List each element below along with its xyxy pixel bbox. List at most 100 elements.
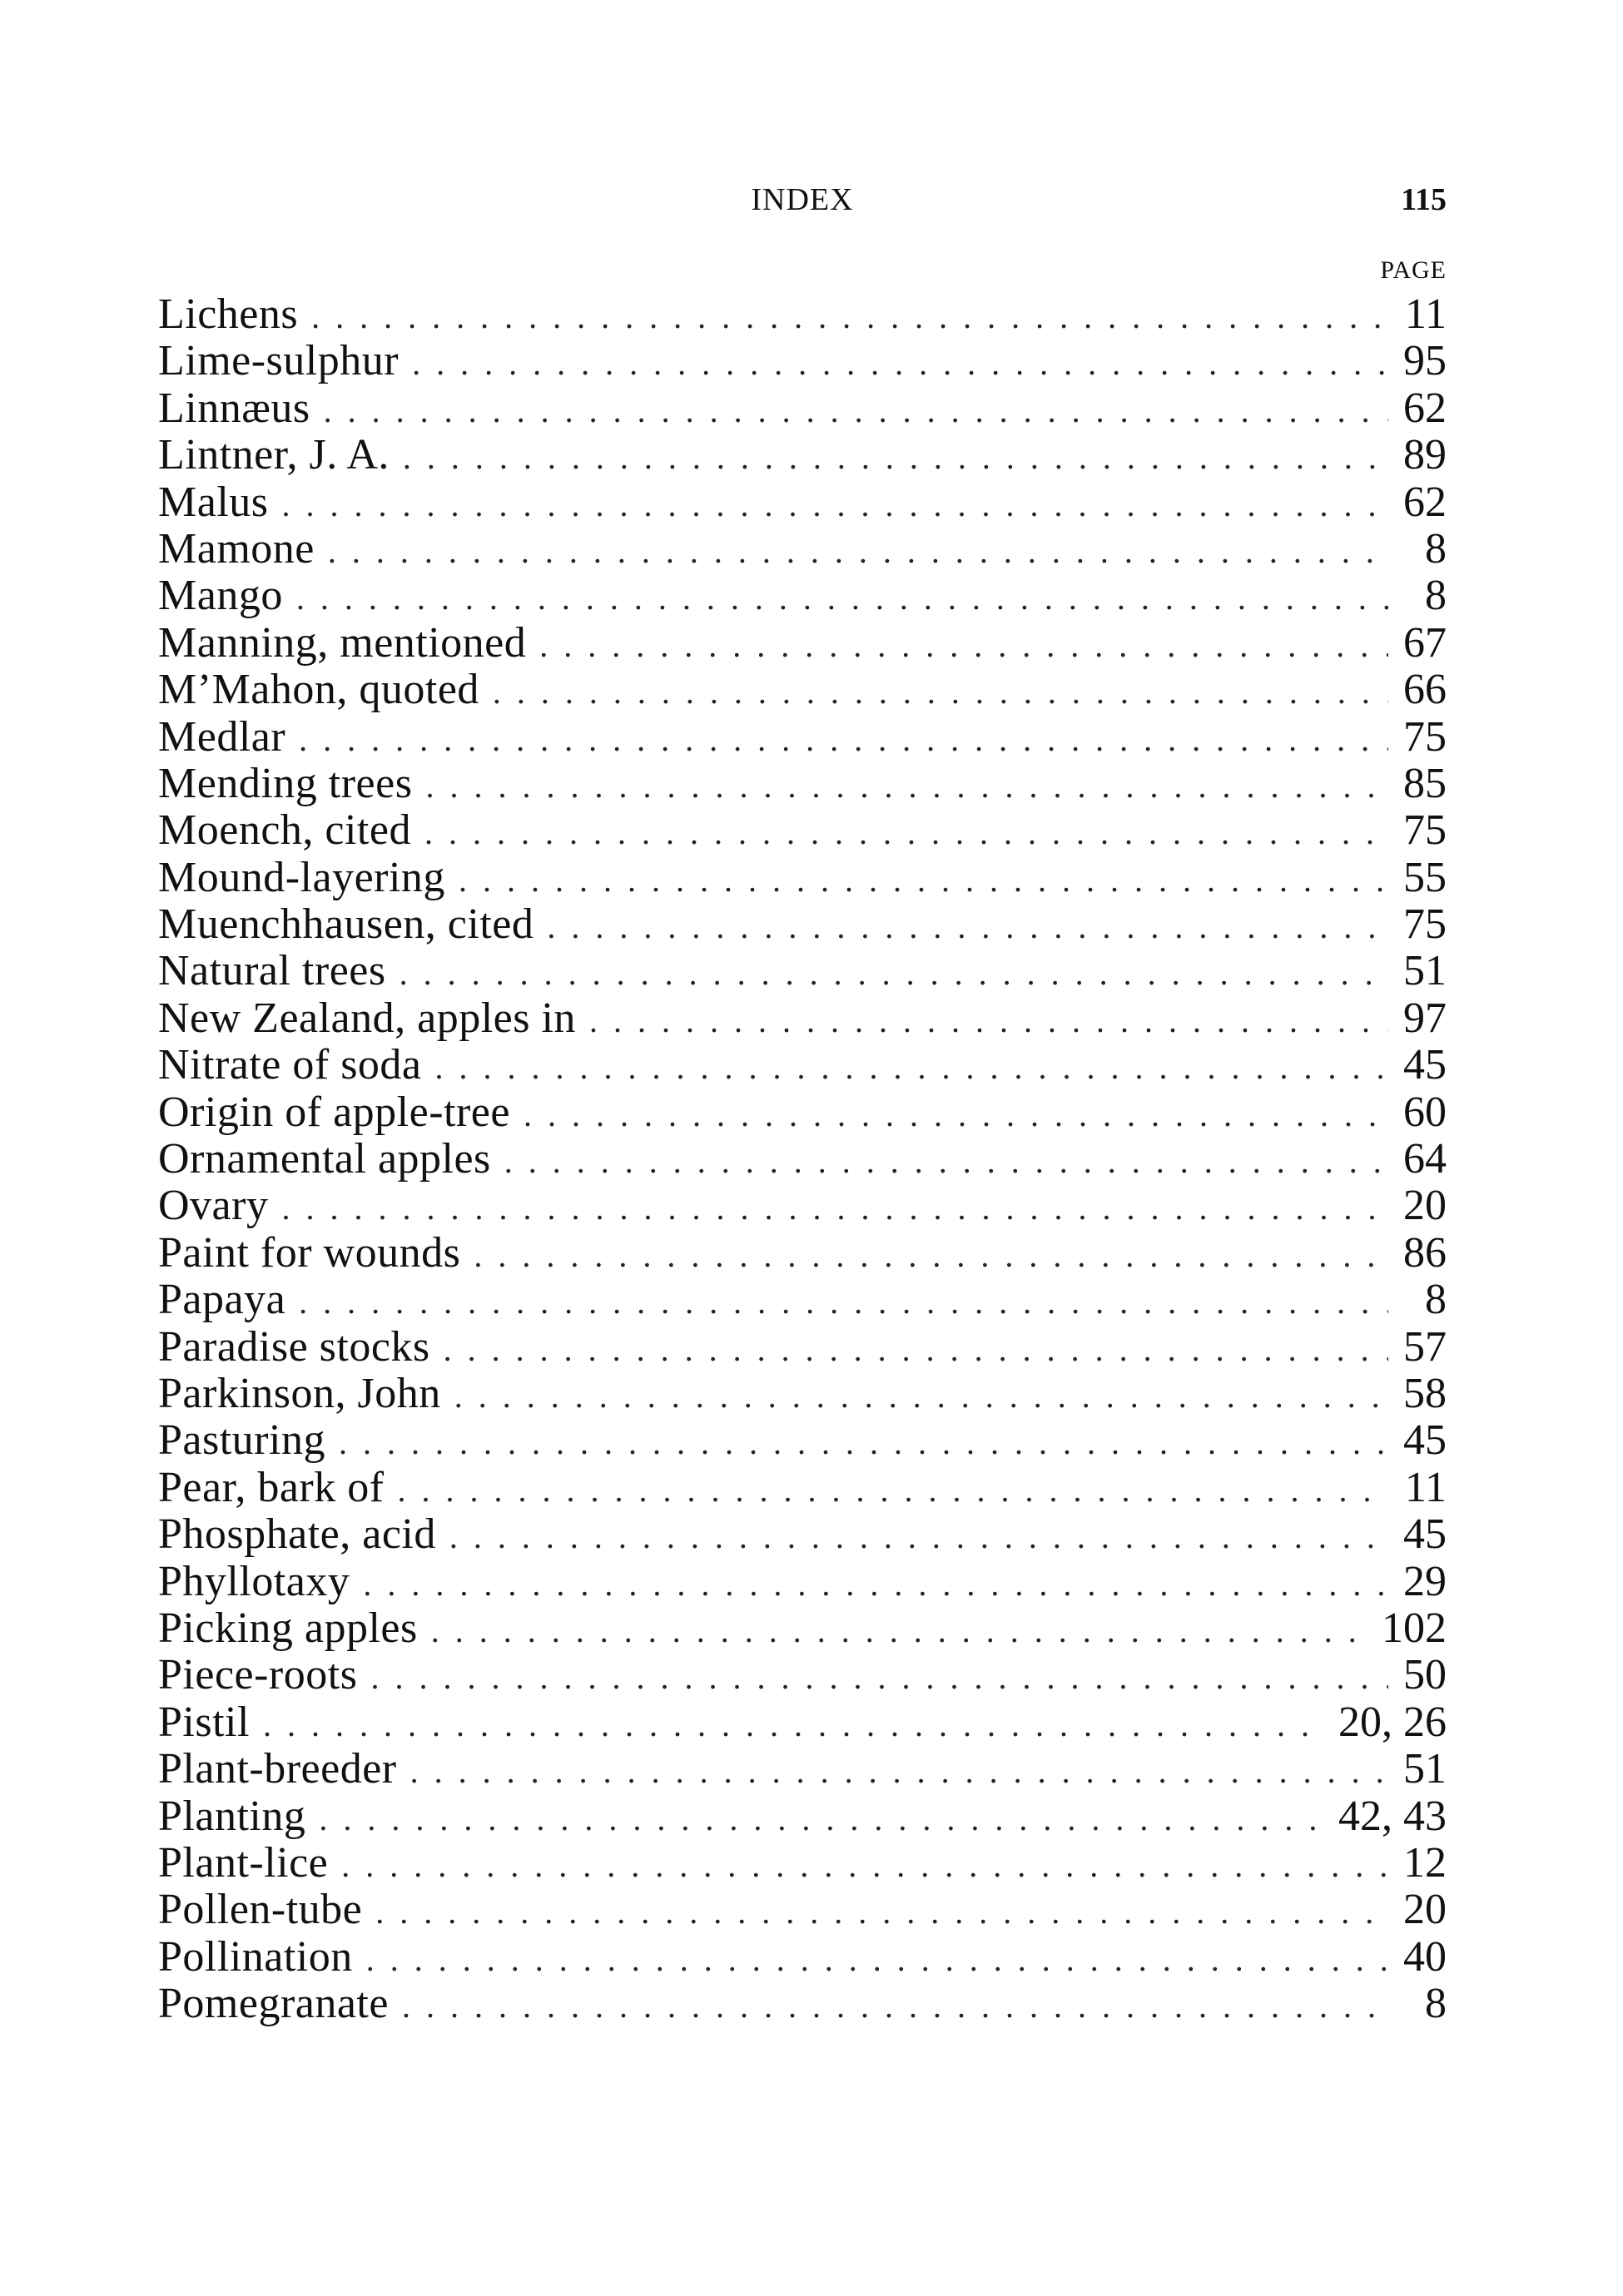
index-entry: Plant-breeder 51: [158, 1746, 1447, 1793]
dot-leader: [366, 1936, 1388, 1981]
index-entry: Pistil 20, 26: [158, 1699, 1447, 1746]
entry-term: Moench, cited: [158, 807, 411, 855]
index-entry: Ornamental apples 64: [158, 1136, 1447, 1183]
dot-leader: [319, 1796, 1327, 1840]
entry-term: Medlar: [158, 713, 286, 761]
dot-leader: [341, 1842, 1388, 1887]
dot-leader: [400, 950, 1388, 994]
entry-term: Plant-breeder: [158, 1746, 397, 1793]
entry-term: Paradise stocks: [158, 1323, 430, 1371]
entry-term: Nitrate of soda: [158, 1042, 422, 1089]
entry-term: Plant-lice: [158, 1839, 329, 1887]
dot-leader: [474, 1232, 1388, 1277]
dot-leader: [398, 1467, 1388, 1511]
entry-page: 8: [1425, 525, 1447, 573]
index-entry: Medlar 75: [158, 714, 1447, 761]
page-title: INDEX: [751, 182, 854, 217]
entry-term: Piece-roots: [158, 1652, 358, 1699]
dot-leader: [412, 340, 1388, 384]
index-entry: Mending trees 85: [158, 761, 1447, 807]
entry-term: New Zealand, apples in: [158, 994, 576, 1042]
dot-leader: [324, 388, 1388, 432]
entry-term: Lintner, J. A.: [158, 432, 390, 479]
index-entry: Mamone 8: [158, 526, 1447, 573]
index-entry: Pear, bark of 11: [158, 1465, 1447, 1511]
entry-term: Phosphate, acid: [158, 1511, 436, 1559]
index-entry: Mango 8: [158, 573, 1447, 619]
index-entry: Muenchhausen, cited 75: [158, 901, 1447, 948]
entry-page: 57: [1403, 1323, 1447, 1371]
entry-page: 75: [1403, 807, 1447, 855]
entry-page: 102: [1382, 1604, 1447, 1652]
entry-term: Ornamental apples: [158, 1136, 491, 1183]
index-entry: M’Mahon, quoted 66: [158, 667, 1447, 713]
entry-page: 45: [1403, 1042, 1447, 1089]
entry-term: Muenchhausen, cited: [158, 901, 534, 949]
dot-leader: [311, 294, 1388, 338]
dot-leader: [504, 1138, 1388, 1183]
entry-term: Natural trees: [158, 948, 386, 995]
index-entry: Phosphate, acid 45: [158, 1511, 1447, 1558]
entry-page: 97: [1403, 994, 1447, 1042]
entry-term: Ovary: [158, 1183, 269, 1230]
entry-term: Pomegranate: [158, 1981, 389, 2028]
entry-term: Planting: [158, 1793, 306, 1840]
dot-leader: [370, 1654, 1388, 1698]
entry-term: Pollination: [158, 1933, 353, 1981]
index-entry: New Zealand, apples in 97: [158, 995, 1447, 1042]
dot-leader: [425, 763, 1388, 807]
index-entry: Pollen-tube 20: [158, 1887, 1447, 1933]
dot-leader: [299, 717, 1388, 761]
dot-leader: [539, 622, 1388, 667]
entry-term: Pollen-tube: [158, 1887, 363, 1934]
entry-page: 12: [1403, 1839, 1447, 1887]
entry-page: 75: [1403, 901, 1447, 949]
entry-term: Lime-sulphur: [158, 338, 400, 385]
entry-term: Origin of apple-tree: [158, 1088, 510, 1136]
dot-leader: [435, 1044, 1388, 1088]
index-entry: Lichens 11: [158, 291, 1447, 338]
entry-page: 64: [1403, 1136, 1447, 1183]
entry-page: 51: [1403, 948, 1447, 995]
index-entry: Moench, cited 75: [158, 807, 1447, 854]
entry-page: 20: [1403, 1887, 1447, 1934]
index-entry: Plant-lice 12: [158, 1840, 1447, 1887]
entry-page: 75: [1403, 713, 1447, 761]
entry-term: Linnæus: [158, 384, 310, 432]
entry-term: Mending trees: [158, 760, 413, 807]
index-entry: Ovary 20: [158, 1183, 1447, 1229]
index-entry: Malus 62: [158, 479, 1447, 526]
dot-leader: [410, 1748, 1388, 1793]
page-column-label: PAGE: [1380, 256, 1447, 284]
index-entry: Paradise stocks 57: [158, 1324, 1447, 1371]
entry-page: 89: [1403, 432, 1447, 479]
entry-page: 51: [1403, 1746, 1447, 1793]
index-entry: Natural trees 51: [158, 948, 1447, 994]
entry-page: 11: [1404, 291, 1447, 338]
dot-leader: [449, 1514, 1388, 1558]
entry-term: Lichens: [158, 291, 299, 338]
index-entry: Lintner, J. A. 89: [158, 432, 1447, 479]
entry-page: 60: [1403, 1088, 1447, 1136]
dot-leader: [589, 998, 1388, 1042]
index-entry: Pollination 40: [158, 1934, 1447, 1981]
entry-page: 50: [1403, 1652, 1447, 1699]
entry-term: Mound-layering: [158, 854, 445, 901]
index-entry: Lime-sulphur 95: [158, 338, 1447, 384]
entry-page: 66: [1403, 667, 1447, 714]
entry-page: 20: [1403, 1183, 1447, 1230]
index-entry: Paint for wounds 86: [158, 1230, 1447, 1277]
dot-leader: [281, 1185, 1388, 1229]
entry-term: Phyllotaxy: [158, 1558, 350, 1605]
dot-leader: [424, 810, 1388, 854]
index-entry: Nitrate of soda 45: [158, 1042, 1447, 1088]
entry-page: 11: [1404, 1464, 1447, 1511]
dot-leader: [296, 575, 1388, 619]
dot-leader: [402, 1983, 1388, 2027]
dot-leader: [328, 528, 1388, 573]
entry-term: Parkinson, John: [158, 1370, 441, 1417]
index-entry: Origin of apple-tree 60: [158, 1089, 1447, 1136]
entry-page: 8: [1425, 1277, 1447, 1324]
index-entry: Picking apples 102: [158, 1605, 1447, 1652]
dot-leader: [524, 1092, 1388, 1136]
